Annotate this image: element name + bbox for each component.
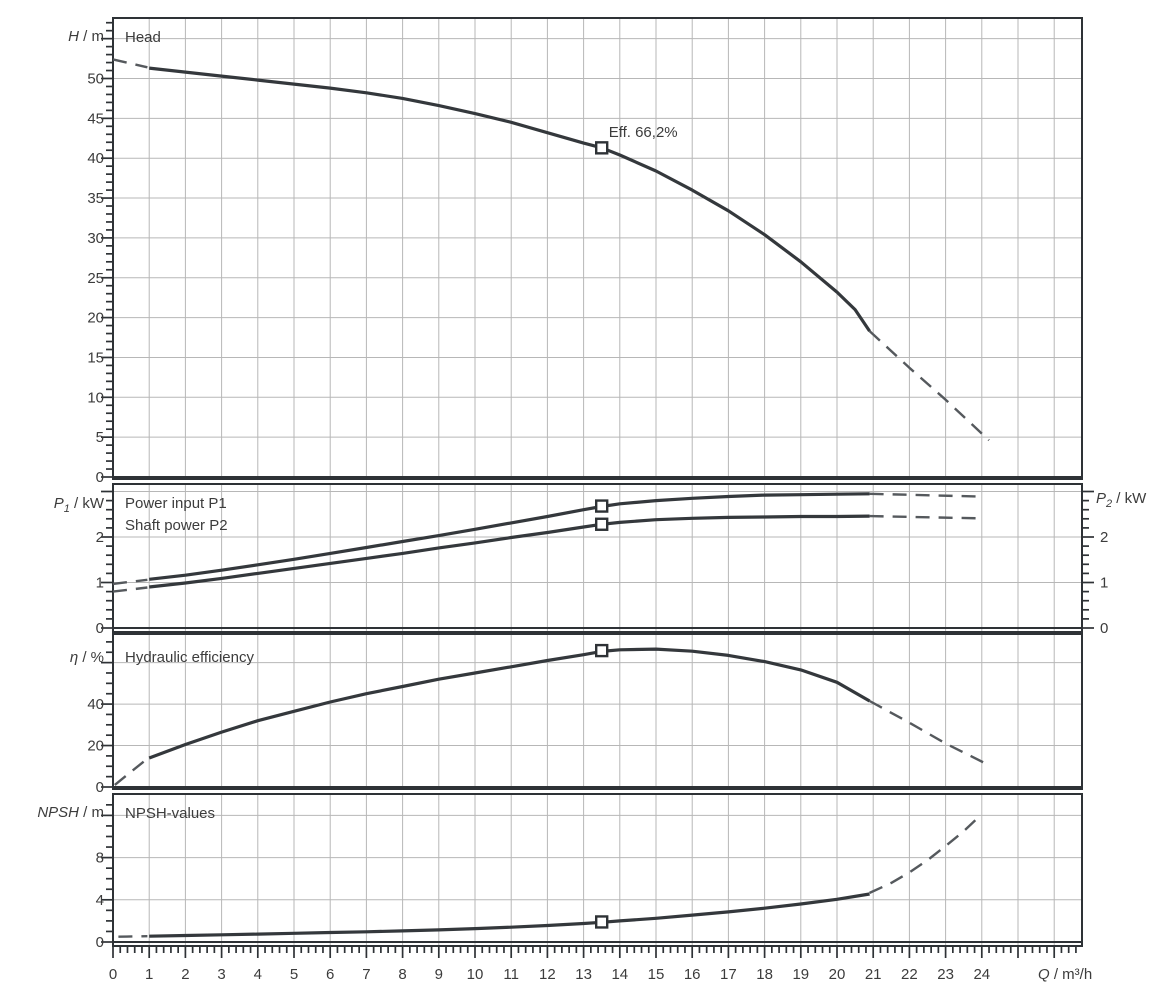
- duty-point-marker-power-input-p1-curve: [595, 499, 609, 513]
- in-plot-label: NPSH-values: [125, 805, 215, 822]
- x-tick-label: 3: [217, 966, 225, 983]
- in-plot-label: Head: [125, 29, 161, 46]
- right-axis-title-power: P2 / kW: [1096, 490, 1147, 510]
- x-tick-label: 18: [756, 966, 773, 983]
- x-tick-label: 1: [145, 966, 153, 983]
- x-tick-label: 16: [684, 966, 701, 983]
- x-axis: 0 1 2 3 4 5 6 7 8 9 10 11 12 13 14 15 16 17 18 19 20 21 22 23 24…: [109, 947, 1092, 983]
- x-tick-label: 20: [829, 966, 846, 983]
- panel-frame: [112, 793, 1083, 947]
- head-curve: [149, 66, 871, 332]
- duty-point-marker-head-curve: [595, 141, 609, 155]
- x-tick-label: 19: [792, 966, 809, 983]
- x-tick-label: 17: [720, 966, 737, 983]
- panel-frame: [112, 483, 1083, 633]
- y-tick-label: 0: [96, 620, 104, 637]
- x-tick-label: 15: [648, 966, 665, 983]
- x-tick-label: 11: [503, 966, 519, 983]
- y-tick-label: 40: [87, 696, 104, 713]
- duty-point-marker-npsh-curve: [595, 915, 609, 929]
- y-tick-label: 20: [87, 310, 104, 327]
- y-tick-label-right: 1: [1100, 575, 1108, 592]
- panel-frame: [112, 17, 1083, 480]
- npsh-curve-extrapolated-dashed: [869, 816, 980, 894]
- x-tick-label: 6: [326, 966, 334, 983]
- npsh-curve-lead-dashed: [118, 935, 148, 938]
- y-axis-ticks-power: [101, 490, 112, 629]
- panel-npsh: 0 4 8 NPSH / m NPSH-values: [37, 793, 1083, 951]
- y-tick-label: 30: [87, 230, 104, 247]
- in-plot-label: Power input P1: [125, 495, 227, 512]
- x-tick-label: 23: [937, 966, 954, 983]
- y-axis-ticks-head: [101, 21, 112, 478]
- x-tick-label: 12: [539, 966, 556, 983]
- in-plot-label: Shaft power P2: [125, 517, 228, 534]
- hydraulic-efficiency-curve: [148, 647, 871, 760]
- shaft-power-p2-curve: [149, 514, 870, 589]
- head-curve-extrapolated-dashed: [868, 330, 990, 442]
- y-tick-label: 45: [87, 110, 104, 127]
- y-tick-label: 4: [96, 892, 104, 909]
- y-tick-label: 0: [96, 779, 104, 796]
- head-curve-lead-dashed: [112, 58, 148, 69]
- y-axis-ticks-eff: [101, 641, 112, 788]
- power-input-p1-curve-extrapolated-dashed: [869, 492, 979, 498]
- x-tick-label: 0: [109, 966, 117, 983]
- shaft-power-p2-curve-lead-dashed: [112, 586, 148, 593]
- duty-point-marker-hydraulic-efficiency-curve: [595, 643, 609, 658]
- panel-head: 0 5 10 15 20 25 30 35 40 45 50 H / m Head Eff. 66,2%: [68, 17, 1083, 486]
- axis-title-power: P1 / kW: [54, 495, 105, 515]
- y-tick-label: 1: [96, 575, 104, 592]
- x-tick-label: 7: [362, 966, 370, 983]
- hydraulic-efficiency-curve-lead-dashed: [114, 759, 147, 786]
- x-tick-label: 24: [973, 966, 990, 983]
- y-tick-label: 35: [87, 190, 104, 207]
- y-tick-label: 25: [87, 270, 104, 287]
- power-input-p1-curve: [149, 492, 870, 581]
- efficiency-annotation: Eff. 66,2%: [609, 124, 678, 141]
- y-tick-label: 10: [87, 389, 104, 406]
- x-tick-label: 22: [901, 966, 918, 983]
- npsh-curve: [149, 892, 870, 938]
- x-tick-label: 13: [575, 966, 592, 983]
- panel-frame: [112, 633, 1083, 790]
- x-tick-label: 2: [181, 966, 189, 983]
- y-tick-label: 2: [96, 529, 104, 546]
- x-tick-label: 21: [865, 966, 882, 983]
- in-plot-label: Hydraulic efficiency: [125, 649, 254, 666]
- y-tick-label: 0: [96, 469, 104, 486]
- y-tick-label: 20: [87, 738, 104, 755]
- duty-point-marker-shaft-power-p2-curve: [595, 517, 609, 531]
- panel-eff: 0 20 40 η / % Hydraulic efficiency: [70, 633, 1083, 796]
- x-tick-label: 8: [398, 966, 406, 983]
- x-tick-label: 10: [467, 966, 484, 983]
- y-tick-label: 8: [96, 850, 104, 867]
- y-tick-label: 15: [87, 349, 104, 366]
- y-axis-ticks-npsh: [101, 803, 112, 943]
- y-tick-label-right: 0: [1100, 620, 1108, 637]
- y-axis-right-ticks-power: [1083, 490, 1094, 629]
- axis-title-eff: η / %: [70, 649, 104, 666]
- y-tick-label: 40: [87, 150, 104, 167]
- y-tick-label: 5: [96, 429, 104, 446]
- x-axis-title: Q / m³/h: [1038, 966, 1092, 983]
- x-tick-label: 5: [290, 966, 298, 983]
- shaft-power-p2-curve-extrapolated-dashed: [869, 514, 979, 520]
- power-input-p1-curve-lead-dashed: [112, 578, 148, 586]
- axis-title-npsh: NPSH / m: [37, 804, 104, 821]
- y-tick-label-right: 2: [1100, 529, 1108, 546]
- panel-power: 0 1 2 0 1 2 P2 / kW P1 / kW Power input P1 Shaft …: [54, 483, 1147, 637]
- x-tick-label: 4: [254, 966, 262, 983]
- x-tick-label: 9: [435, 966, 443, 983]
- y-tick-label: 50: [87, 71, 104, 88]
- axis-title-head: H / m: [68, 28, 104, 45]
- y-tick-label: 0: [96, 934, 104, 951]
- x-tick-label: 14: [611, 966, 628, 983]
